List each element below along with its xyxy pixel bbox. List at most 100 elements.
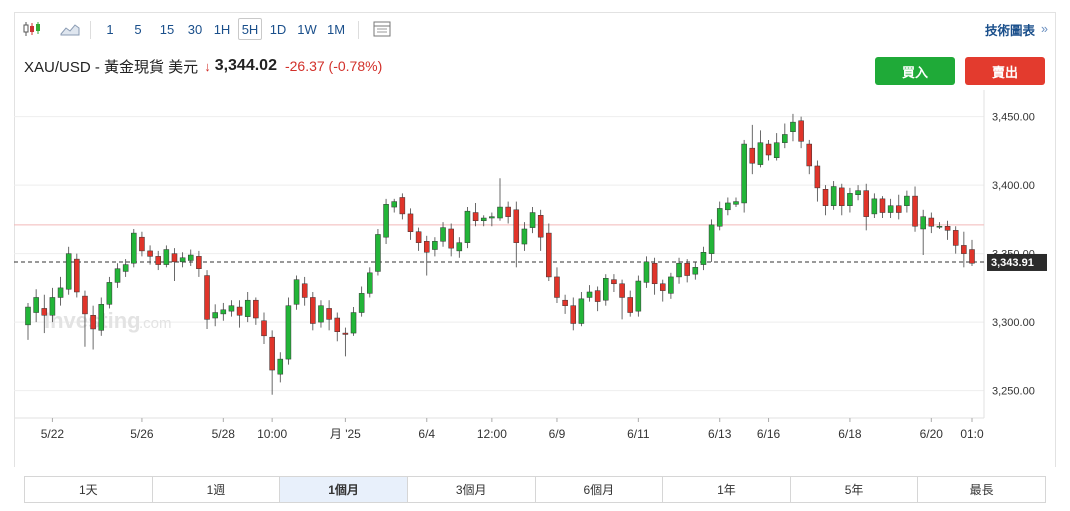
candle-body[interactable] [423,241,430,253]
candle-body[interactable] [904,195,910,206]
candle-body[interactable] [537,215,544,238]
interval-30[interactable]: 30 [187,21,203,37]
candle-body[interactable] [887,205,894,213]
candle-body[interactable] [212,312,218,319]
candle-body[interactable] [448,228,454,249]
candle-body[interactable] [586,291,593,298]
candle-body[interactable] [798,120,804,142]
candle-body[interactable] [456,242,463,252]
candle-body[interactable] [301,283,308,298]
candle-body[interactable] [277,358,284,375]
candle-body[interactable] [839,187,845,206]
candle-body[interactable] [65,253,72,290]
candle-body[interactable] [708,224,715,254]
candle-body[interactable] [310,297,316,324]
candle-body[interactable] [594,290,601,302]
candle-body[interactable] [480,217,487,222]
candle-body[interactable] [546,232,552,278]
candle-body[interactable] [847,193,853,206]
candle-body[interactable] [578,298,585,324]
range-1w[interactable]: 1週 [151,477,280,502]
buy-button[interactable]: 買入 [875,57,955,85]
candle-body[interactable] [415,231,422,243]
candle-body[interactable] [749,147,756,164]
candle-body[interactable] [318,305,324,323]
candle-body[interactable] [179,257,186,263]
candle-body[interactable] [131,232,137,264]
candle-body[interactable] [342,332,349,335]
data-table-icon[interactable] [368,13,396,45]
candle-body[interactable] [375,234,381,272]
candle-body[interactable] [757,142,764,165]
candle-body[interactable] [497,206,503,219]
candle-body[interactable] [659,283,666,291]
candle-body[interactable] [782,134,788,143]
candle-body[interactable] [187,254,194,261]
candle-body[interactable] [41,308,48,316]
interval-5[interactable]: 5 [134,21,142,37]
candle-body[interactable] [171,253,178,263]
candle-body[interactable] [814,165,821,189]
candle-body[interactable] [806,143,813,167]
candle-body[interactable] [692,267,699,275]
range-6m[interactable]: 6個月 [534,477,663,502]
candle-body[interactable] [651,262,658,285]
candle-body[interactable] [668,276,674,294]
candle-body[interactable] [879,198,886,213]
candle-body[interactable] [944,225,951,231]
candlestick-chart-svg[interactable]: Investing.com3,250.003,300.003,350.003,4… [14,90,1056,450]
interval-5h[interactable]: 5H [238,18,262,40]
candle-body[interactable] [700,252,707,265]
candle-body[interactable] [139,236,145,252]
candle-body[interactable] [765,143,772,156]
candle-body[interactable] [725,202,731,211]
candle-body[interactable] [25,306,31,326]
candle-body[interactable] [513,209,520,243]
candle-body[interactable] [920,216,926,230]
candle-body[interactable] [220,309,227,315]
candle-body[interactable] [554,276,560,298]
candle-body[interactable] [936,225,943,228]
candle-body[interactable] [464,210,471,243]
candle-body[interactable] [928,217,935,227]
candle-body[interactable] [733,201,739,205]
candle-body[interactable] [244,299,251,317]
candle-body[interactable] [643,261,650,283]
candle-body[interactable] [90,315,96,330]
candle-body[interactable] [163,249,170,265]
candle-body[interactable] [236,306,243,316]
candle-body[interactable] [603,278,609,301]
candle-body[interactable] [228,305,235,312]
candle-body[interactable] [293,279,300,305]
interval-1h[interactable]: 1H [213,21,231,37]
interval-15[interactable]: 15 [159,21,175,37]
candle-body[interactable] [912,195,918,227]
sell-button[interactable]: 賣出 [965,57,1045,85]
candle-body[interactable] [57,287,64,298]
candle-body[interactable] [114,268,121,283]
candle-body[interactable] [49,297,56,316]
candle-body[interactable] [147,250,153,257]
candle-body[interactable] [676,262,682,278]
area-chart-icon[interactable] [56,13,84,45]
candle-body[interactable] [82,295,88,315]
candle-body[interactable] [350,312,357,334]
candle-body[interactable] [952,230,959,246]
range-5y[interactable]: 5年 [789,477,918,502]
candle-body[interactable] [106,282,113,305]
candle-body[interactable] [871,198,878,215]
candle-body[interactable] [855,190,861,195]
interval-1w[interactable]: 1W [297,21,317,37]
candle-body[interactable] [505,206,511,217]
candle-body[interactable] [570,305,577,324]
candle-body[interactable] [790,121,796,132]
candle-body[interactable] [399,197,406,215]
candle-body[interactable] [684,262,690,276]
candle-body[interactable] [619,283,625,298]
candle-body[interactable] [334,317,341,332]
price-chart[interactable]: Investing.com3,250.003,300.003,350.003,4… [14,90,1056,450]
candle-body[interactable] [716,208,723,227]
candle-body[interactable] [122,264,129,272]
candle-body[interactable] [391,201,397,208]
range-1m[interactable]: 1個月 [279,477,407,502]
